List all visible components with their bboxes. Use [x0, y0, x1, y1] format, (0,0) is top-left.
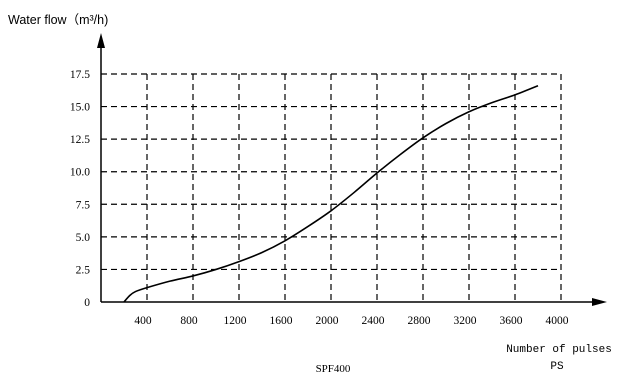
x-tick-label: 3200	[454, 315, 477, 327]
x-axis-unit-label: PS	[550, 361, 564, 373]
y-tick-label: 5.0	[76, 232, 91, 244]
y-tick-label: 12.5	[70, 134, 90, 146]
tick-labels: 400 800 1200 1600 2000 2400 2800 3200 3600 4000 0 2…	[70, 69, 569, 327]
axes-layer	[97, 33, 607, 306]
x-axis-label: Number of pulses	[506, 344, 612, 356]
grid-layer	[101, 73, 562, 302]
y-axis-label: Water flow（m³/h)	[8, 13, 108, 27]
y-tick-label: 15.0	[70, 102, 90, 114]
x-tick-label: 2400	[362, 315, 385, 327]
x-tick-label: 2000	[316, 315, 339, 327]
y-tick-label: 10.0	[70, 167, 90, 179]
x-tick-label: 3600	[500, 315, 523, 327]
x-tick-label: 1200	[224, 315, 247, 327]
x-tick-label: 4000	[546, 315, 569, 327]
y-tick-label: 17.5	[70, 69, 90, 81]
x-tick-label: 400	[134, 315, 152, 327]
series-layer	[123, 84, 539, 303]
chart-model-label: SPF400	[316, 363, 351, 375]
y-tick-label: 7.5	[76, 199, 91, 211]
x-tick-label: 800	[180, 315, 198, 327]
x-tick-label: 2800	[408, 315, 431, 327]
x-axis-arrow	[592, 298, 607, 306]
y-tick-label: 2.5	[76, 264, 91, 276]
y-tick-label: 0	[84, 297, 90, 309]
x-tick-label: 1600	[270, 315, 293, 327]
series-line	[123, 84, 539, 303]
y-axis-arrow	[97, 33, 105, 48]
